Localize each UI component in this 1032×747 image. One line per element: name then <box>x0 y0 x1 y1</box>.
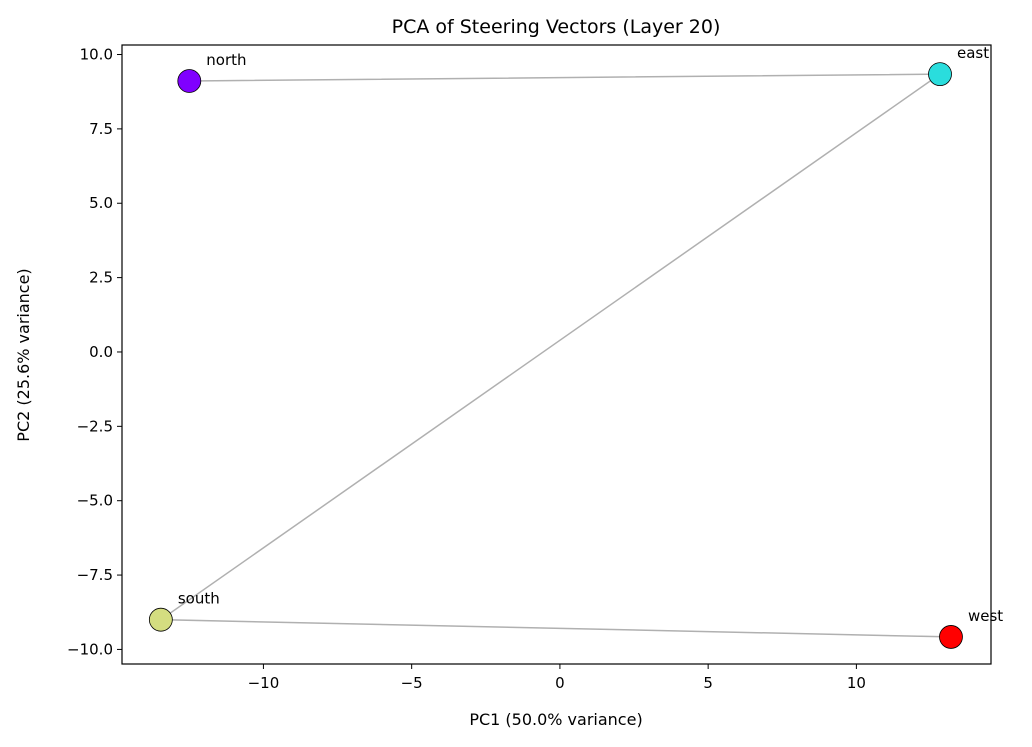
x-axis-label: PC1 (50.0% variance) <box>469 710 642 729</box>
point-label-south: south <box>178 590 220 608</box>
y-tick-label: 0.0 <box>89 343 113 361</box>
y-tick-label: −10.0 <box>67 640 113 658</box>
plot-frame <box>121 44 992 665</box>
x-tick-label: −5 <box>401 674 423 692</box>
point-label-east: east <box>957 44 989 62</box>
x-tick-label: −10 <box>248 674 280 692</box>
x-tick-label: 10 <box>847 674 866 692</box>
x-tick-label: 5 <box>703 674 713 692</box>
point-west <box>939 625 963 649</box>
y-tick-label: 2.5 <box>89 269 113 287</box>
y-axis-label: PC2 (25.6% variance) <box>14 268 33 441</box>
y-tick-label: 5.0 <box>89 194 113 212</box>
point-label-north: north <box>206 51 246 69</box>
point-east <box>928 62 952 87</box>
y-tick-label: −7.5 <box>77 566 113 584</box>
x-tick-label: 0 <box>555 674 565 692</box>
y-tick-label: 7.5 <box>89 120 113 138</box>
y-tick-label: −5.0 <box>77 492 113 510</box>
y-tick-label: −2.5 <box>77 417 113 435</box>
point-label-west: west <box>968 607 1003 625</box>
point-north <box>177 69 202 93</box>
connecting-line <box>158 73 951 638</box>
y-tick-label: 10.0 <box>80 46 113 64</box>
point-south <box>148 607 173 632</box>
chart-title: PCA of Steering Vectors (Layer 20) <box>392 16 721 38</box>
